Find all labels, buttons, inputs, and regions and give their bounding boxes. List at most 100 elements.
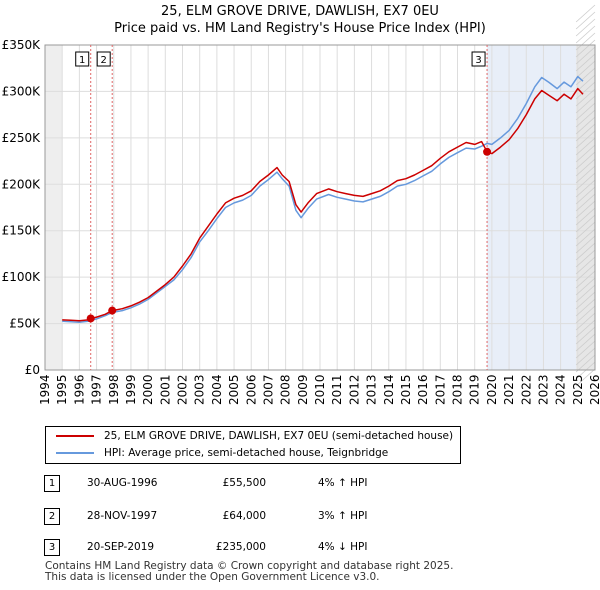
hatch-line	[575, 207, 596, 226]
chart-subtitle: Price paid vs. HM Land Registry's House …	[114, 21, 486, 36]
hatch-line	[575, 284, 596, 303]
hatch-line	[575, 95, 596, 114]
y-tick-label: £250K	[2, 131, 42, 145]
hatch-line	[575, 312, 596, 331]
hatch-line	[575, 4, 596, 23]
hatch-line	[575, 340, 596, 359]
footer-copyright: Contains HM Land Registry data © Crown c…	[45, 560, 454, 572]
hatch-line	[575, 333, 596, 352]
hatch-line	[575, 270, 596, 289]
y-tick-label: £200K	[2, 177, 42, 191]
sale-label-number: 3	[475, 55, 481, 66]
x-tick-label: 2001	[158, 374, 172, 405]
sale-number-badge: 3	[44, 539, 60, 556]
hatch-line	[575, 319, 596, 338]
y-tick-label: £100K	[2, 270, 42, 284]
x-tick-label: 2018	[451, 374, 465, 405]
table-row: 2 28-NOV-1997 £64,000 3% ↑ HPI	[0, 506, 600, 526]
sale-date: 20-SEP-2019	[87, 541, 155, 553]
legend-label-property: 25, ELM GROVE DRIVE, DAWLISH, EX7 0EU (s…	[104, 430, 454, 442]
x-tick-label: 2004	[210, 374, 224, 405]
footer-licence: This data is licensed under the Open Gov…	[45, 571, 380, 583]
hatch-line	[575, 221, 596, 240]
hatch-line	[575, 256, 596, 275]
x-tick-label: 2005	[227, 374, 241, 405]
sale-date: 28-NOV-1997	[87, 510, 158, 522]
hatch-line	[575, 165, 596, 184]
x-tick-label: 2000	[141, 374, 155, 405]
sale-hpi-diff: 4% ↑ HPI	[318, 477, 368, 489]
x-tick-label: 1999	[124, 374, 138, 405]
sale-hpi-diff: 3% ↑ HPI	[318, 510, 368, 522]
hatch-line	[575, 53, 596, 72]
sale-label-number: 1	[79, 55, 85, 66]
hatch-line	[575, 102, 596, 121]
legend: 25, ELM GROVE DRIVE, DAWLISH, EX7 0EU (s…	[45, 426, 461, 464]
hatch-line	[575, 347, 596, 366]
hatch-line	[575, 235, 596, 254]
hatch-line	[575, 81, 596, 100]
x-tick-label: 2019	[468, 374, 482, 405]
price-chart: £0 £50K £100K £150K £200K £250K £300K £350K 1994…	[2, 4, 600, 405]
hatch-line	[575, 109, 596, 128]
hatch-line	[575, 18, 596, 37]
hatch-line	[575, 291, 596, 310]
hatch-line	[575, 137, 596, 156]
shaded-period	[45, 45, 63, 370]
sale-price: £235,000	[215, 541, 266, 553]
x-tick-label: 1994	[38, 374, 52, 405]
sale-number-badge: 1	[44, 475, 60, 492]
x-tick-label: 2006	[244, 374, 258, 405]
sale-price: £55,500	[222, 477, 266, 489]
x-tick-label: 2022	[519, 374, 533, 405]
x-tick-label: 2014	[382, 374, 396, 405]
hatch-line	[575, 32, 596, 51]
x-tick-label: 1995	[55, 374, 69, 405]
hatch-line	[575, 130, 596, 149]
hatch-line	[575, 368, 596, 387]
x-tick-label: 2008	[279, 374, 293, 405]
sale-label-box	[75, 51, 90, 67]
hatch-line	[575, 228, 596, 247]
x-tick-label: 2002	[176, 374, 190, 405]
hatch-line	[575, 242, 596, 261]
x-tick-label: 2025	[571, 374, 585, 405]
footer: Contains HM Land Registry data © Crown c…	[45, 561, 453, 583]
hatch-line	[575, 186, 596, 205]
sale-label-number: 2	[101, 55, 107, 66]
shaded-period	[487, 45, 577, 370]
hatch-line	[575, 179, 596, 198]
sale-point	[108, 306, 117, 315]
sale-date: 30-AUG-1996	[87, 477, 158, 489]
y-tick-label: £300K	[2, 84, 42, 98]
x-tick-label: 2015	[399, 374, 413, 405]
x-tick-label: 2012	[347, 374, 361, 405]
hatch-line	[575, 354, 596, 373]
hatch-line	[575, 60, 596, 79]
sale-point	[86, 314, 95, 323]
property-price-line	[62, 87, 584, 322]
table-row: 3 20-SEP-2019 £235,000 4% ↓ HPI	[0, 537, 600, 557]
y-tick-label: £350K	[2, 38, 42, 52]
hatch-line	[575, 305, 596, 324]
y-tick-label: £50K	[9, 317, 41, 331]
legend-swatch-property	[56, 435, 94, 437]
x-tick-label: 2026	[588, 374, 600, 405]
hatch-line	[575, 88, 596, 107]
hpi-line	[62, 75, 584, 323]
sale-point	[483, 147, 492, 156]
hatch-line	[575, 277, 596, 296]
x-tick-label: 2017	[433, 374, 447, 405]
sale-hpi-diff: 4% ↓ HPI	[318, 541, 368, 553]
hatch-line	[575, 11, 596, 30]
hatch-line	[575, 193, 596, 212]
y-tick-label: £0	[25, 363, 40, 377]
x-tick-label: 2024	[554, 374, 568, 405]
hatch-line	[575, 200, 596, 219]
x-tick-label: 2007	[261, 374, 275, 405]
hatch-line	[575, 263, 596, 282]
x-tick-label: 2021	[502, 374, 516, 405]
hatch-line	[575, 158, 596, 177]
sale-label-box	[96, 51, 111, 67]
plot-border	[44, 44, 596, 371]
